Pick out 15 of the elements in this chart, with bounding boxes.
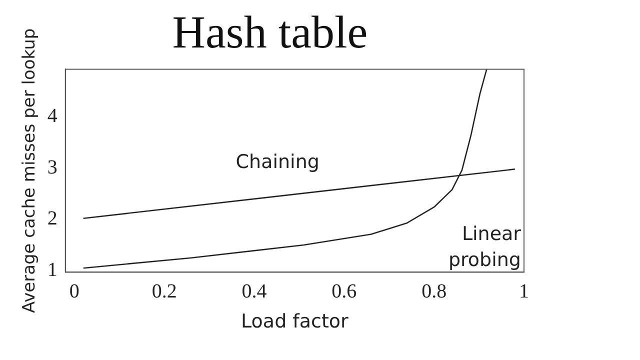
x-tick-label: 0.2 (152, 280, 177, 302)
series-label: Chaining (236, 151, 320, 174)
y-tick-label: 1 (47, 258, 58, 281)
y-axis-title: Average cache misses per lookup (20, 28, 40, 314)
x-axis-title: Load factor (241, 310, 349, 333)
x-tick-label: 1 (519, 280, 529, 302)
y-tick-label: 4 (47, 105, 58, 128)
x-tick-label: 0.8 (422, 280, 447, 302)
y-tick-label: 3 (47, 156, 58, 178)
x-tick-label: 0.4 (242, 280, 267, 302)
y-tick-label: 2 (47, 208, 58, 230)
series-label: Linear probing (448, 223, 522, 272)
x-tick-label: 0 (69, 280, 80, 302)
x-tick-label: 0.6 (332, 280, 357, 302)
chart-title: Hash table (172, 6, 368, 58)
